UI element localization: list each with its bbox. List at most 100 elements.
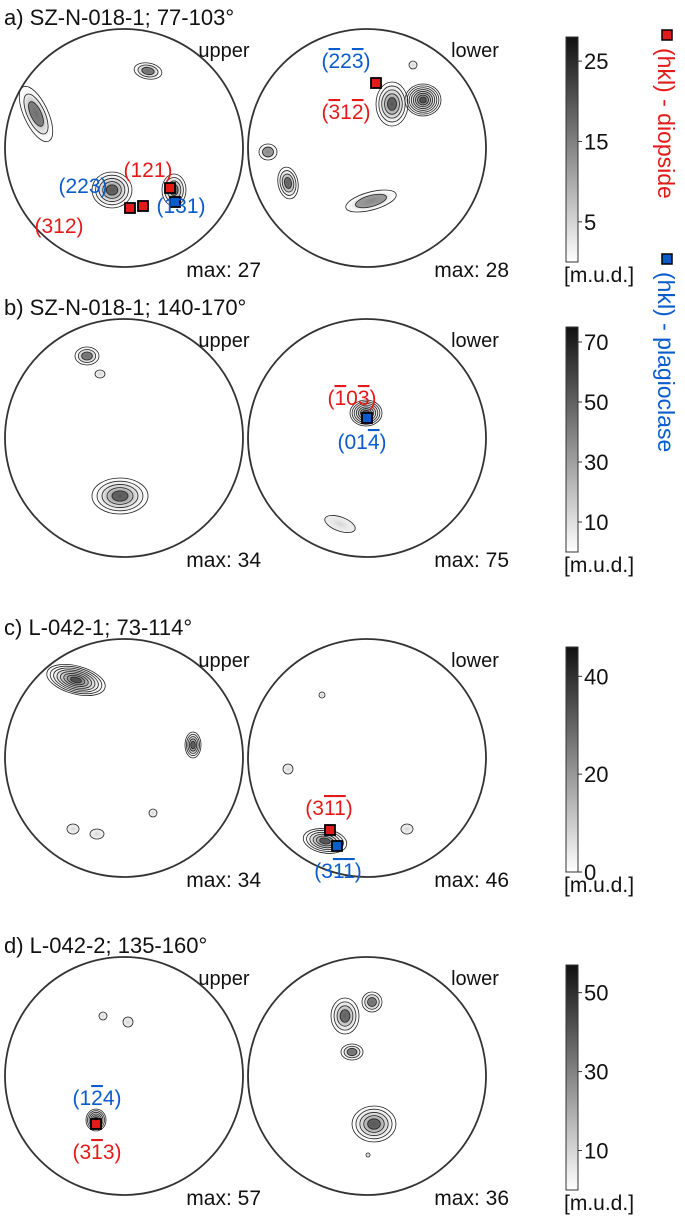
panel-c: c) L-042-1; 73-114° upper max: 34 lower max:… <box>4 615 634 897</box>
projection-circle <box>247 956 487 1196</box>
colorbar: 70 50 30 10 [m.u.d.] <box>564 326 634 577</box>
max-value-label: max: 34 <box>186 549 261 572</box>
hemisphere-label: lower <box>451 40 499 62</box>
density-contour <box>408 60 418 70</box>
density-contour <box>344 189 398 213</box>
pole-figure-right: lower max: 46 (311) (311) <box>247 638 509 892</box>
hkl-marker <box>324 824 336 836</box>
density-contour <box>74 346 100 366</box>
colorbar-unit: [m.u.d.] <box>564 554 634 577</box>
colorbar-tick-label: 30 <box>584 1060 608 1085</box>
panel-d: d) L-042-2; 135-160° upper max: 57 (124) (31… <box>4 933 634 1215</box>
colorbar: 50 30 10 [m.u.d.] <box>564 964 634 1215</box>
density-contour <box>184 731 202 759</box>
density-contour <box>375 80 409 128</box>
legend-diopside-marker <box>661 29 673 41</box>
hkl-label: (121) <box>123 159 172 182</box>
density-contour <box>89 828 105 840</box>
colorbar-tick-label: 50 <box>584 390 608 415</box>
colorbar-tick-label: 10 <box>584 1139 608 1164</box>
colorbar-unit: [m.u.d.] <box>564 1192 634 1215</box>
density-contour <box>91 171 133 209</box>
density-contour <box>340 1043 364 1061</box>
density-contour <box>45 663 107 697</box>
colorbar-tick-label: 15 <box>584 129 608 154</box>
phase-legend: (hkl) - diopside (hkl) - plagioclase <box>653 29 679 452</box>
colorbar-tick-label: 20 <box>584 762 608 787</box>
pole-figure-left: upper max: 34 <box>4 318 261 572</box>
pole-figure-left: upper max: 34 <box>4 638 261 892</box>
hemisphere-label: upper <box>198 40 249 62</box>
pole-figure-right: lower max: 36 <box>247 956 509 1210</box>
colorbar-scale <box>565 646 579 873</box>
density-contour <box>400 823 414 835</box>
panel-title: b) SZ-N-018-1; 140-170° <box>4 295 246 320</box>
colorbar-tick-label: 25 <box>584 49 608 74</box>
pole-figure-left: upper max: 27 (223) (121) (312) (131) <box>4 28 261 282</box>
hkl-marker <box>164 182 176 194</box>
hkl-marker <box>370 77 382 89</box>
projection-circle <box>247 638 487 878</box>
hkl-label: (311) <box>314 860 362 883</box>
hkl-marker <box>331 840 343 852</box>
density-contour <box>365 1152 371 1158</box>
legend-plagioclase-marker <box>661 253 673 265</box>
density-contour <box>350 1105 398 1143</box>
colorbar-tick-label: 10 <box>584 510 608 535</box>
density-contour <box>122 1016 134 1028</box>
pole-figure-right: lower max: 28 (223) (312) <box>247 28 509 282</box>
density-contour <box>148 808 158 818</box>
hkl-label: (312) <box>34 215 83 238</box>
density-contour <box>282 763 294 775</box>
panel-a: a) SZ-N-018-1; 77-103° upper max: 27 (223) (… <box>4 5 634 287</box>
density-contour <box>277 166 299 200</box>
projection-circle <box>4 956 244 1196</box>
hkl-label: (014) <box>337 431 386 454</box>
density-contour <box>18 84 54 144</box>
legend-plagioclase-label: (hkl) - plagioclase <box>653 272 679 452</box>
hkl-marker <box>361 412 373 424</box>
max-value-label: max: 75 <box>434 549 509 572</box>
hemisphere-label: upper <box>198 968 249 990</box>
hkl-label: (313) <box>72 1141 121 1164</box>
projection-circle <box>4 638 244 878</box>
colorbar-scale <box>565 36 579 263</box>
density-contour <box>66 823 80 835</box>
colorbar-scale <box>565 326 579 553</box>
density-contour <box>361 991 383 1013</box>
projection-circle <box>4 28 244 268</box>
hkl-label: (131) <box>156 195 205 218</box>
density-contour <box>133 62 163 80</box>
colorbar-unit: [m.u.d.] <box>564 874 634 897</box>
hkl-label: (223) <box>58 175 107 198</box>
hemisphere-label: upper <box>198 650 249 672</box>
max-value-label: max: 34 <box>186 869 261 892</box>
projection-circle <box>247 318 487 558</box>
max-value-label: max: 36 <box>434 1187 509 1210</box>
hkl-label: (311) <box>305 797 353 820</box>
colorbar: 40 20 0[m.u.d.] <box>564 646 634 897</box>
panel-title: c) L-042-1; 73-114° <box>4 615 192 640</box>
density-contour <box>98 1011 108 1021</box>
hemisphere-label: lower <box>451 330 499 352</box>
density-contour <box>404 83 442 117</box>
legend-diopside-label: (hkl) - diopside <box>653 48 679 199</box>
max-value-label: max: 28 <box>434 259 509 282</box>
colorbar-tick-label: 0 <box>584 860 596 885</box>
panel-title: a) SZ-N-018-1; 77-103° <box>4 5 234 30</box>
hkl-label: (223) <box>321 50 370 73</box>
hemisphere-label: lower <box>451 968 499 990</box>
hkl-label: (124) <box>72 1087 121 1110</box>
colorbar: 25 15 5 [m.u.d.] <box>564 36 634 287</box>
colorbar-tick-label: 5 <box>584 210 596 235</box>
projection-circle <box>247 28 487 268</box>
colorbar-tick-label: 30 <box>584 450 608 475</box>
density-contour <box>90 477 150 515</box>
panel-title: d) L-042-2; 135-160° <box>4 933 207 958</box>
max-value-label: max: 57 <box>186 1187 261 1210</box>
density-contour <box>318 691 326 699</box>
density-contour <box>258 143 278 161</box>
colorbar-unit: [m.u.d.] <box>564 264 634 287</box>
